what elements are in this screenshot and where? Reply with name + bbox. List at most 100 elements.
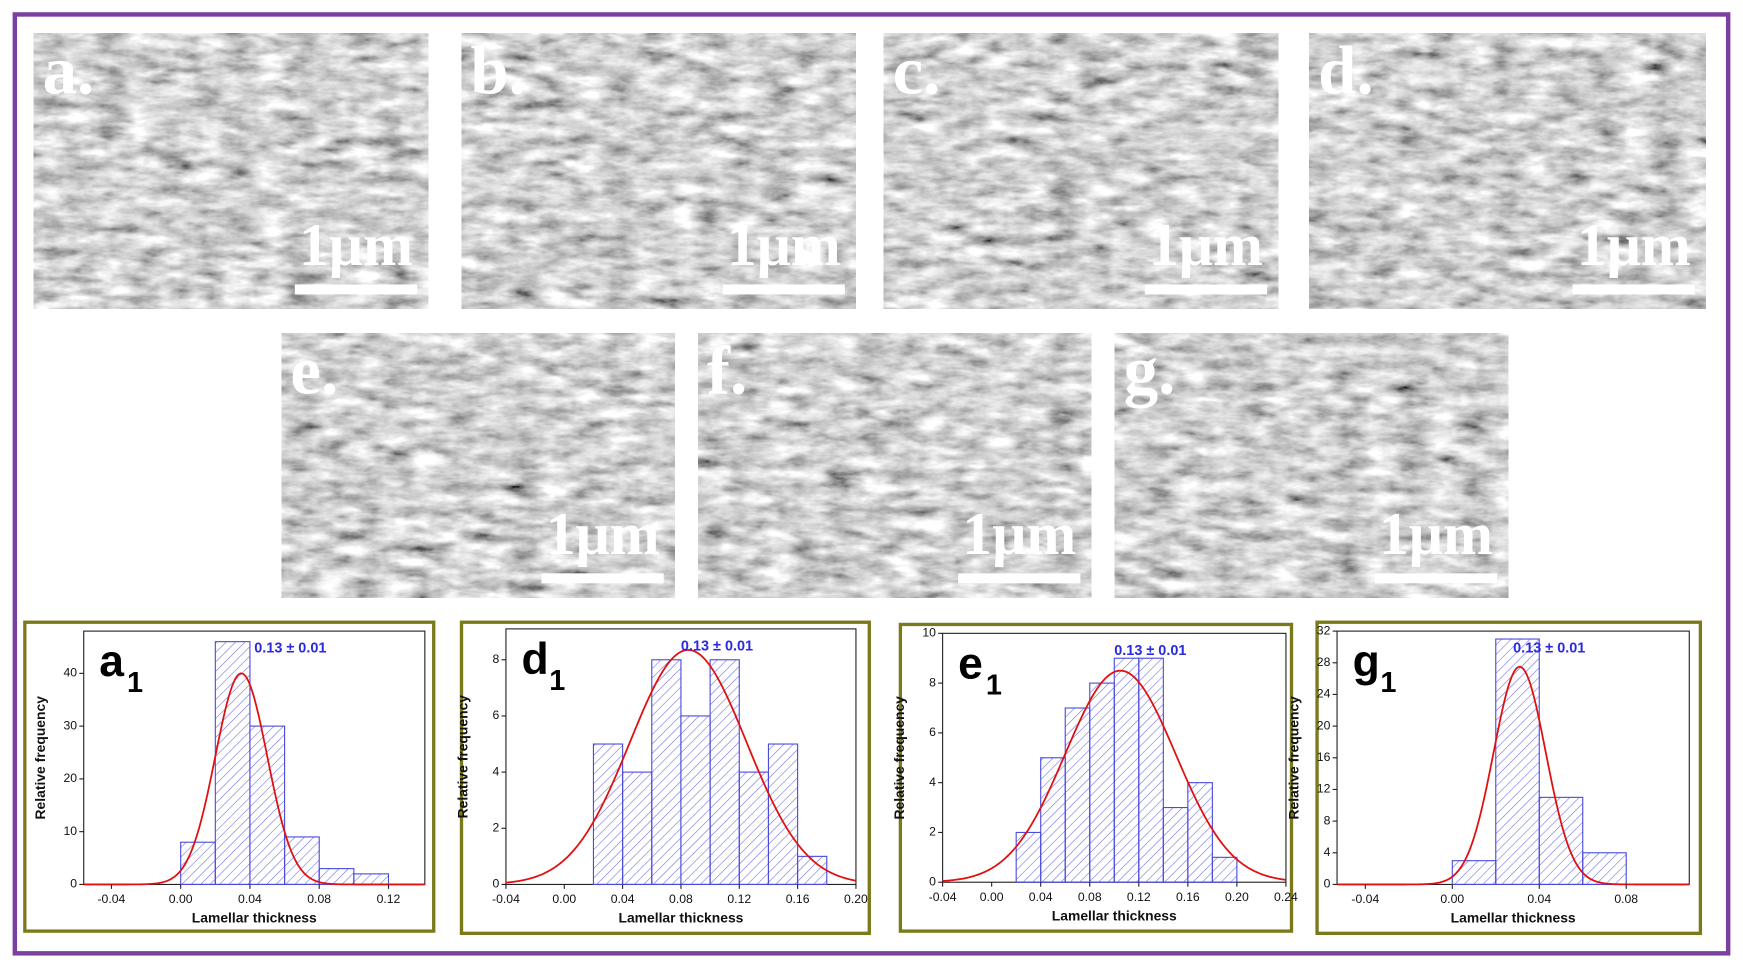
- x-tick-label: 0.24: [1274, 890, 1298, 904]
- y-tick-label: 20: [1317, 718, 1331, 732]
- x-tick-label: 0.08: [1614, 892, 1638, 906]
- histogram-bar: [1187, 782, 1213, 883]
- x-axis-title: Lamellar thickness: [1451, 910, 1576, 926]
- histogram-bar: [1211, 856, 1238, 883]
- y-tick-label: 20: [63, 771, 77, 785]
- fit-curve: [1337, 665, 1690, 886]
- y-tick-label: 8: [929, 675, 936, 689]
- x-tick-label: -0.04: [97, 892, 125, 906]
- sem-texture: [1114, 333, 1509, 598]
- scale-bar: [722, 284, 845, 295]
- x-tick-label: 0.08: [1078, 890, 1102, 904]
- y-axis-title: Relative frequency: [454, 695, 470, 819]
- histogram-bar: [651, 659, 682, 885]
- histogram-bar: [1015, 831, 1042, 883]
- y-tick-label: 32: [1317, 623, 1331, 637]
- scale-bar: [1374, 573, 1498, 584]
- y-tick-label: 16: [1317, 750, 1331, 764]
- x-tick-label: 0.00: [980, 890, 1004, 904]
- y-axis-title: Relative frequency: [1286, 696, 1302, 820]
- fit-annotation: 0.13 ± 0.01: [1513, 641, 1585, 657]
- x-tick-label: 0.00: [1440, 892, 1464, 906]
- histogram-bar: [1162, 806, 1189, 883]
- x-axis-title: Lamellar thickness: [192, 910, 317, 926]
- x-tick-label: 0.00: [169, 892, 193, 906]
- histogram-bar: [284, 836, 320, 885]
- y-tick-label: 0: [929, 874, 936, 888]
- x-tick-label: 0.20: [844, 892, 868, 906]
- panel-label: c.: [893, 33, 941, 109]
- y-tick-label: 0: [492, 877, 499, 891]
- sem-image: a. 1μm: [33, 33, 429, 309]
- scale-bar-label: 1μm: [727, 212, 841, 278]
- panel-label: e: [958, 639, 983, 688]
- histogram-bar: [1089, 682, 1115, 883]
- panel-label: f.: [707, 333, 747, 409]
- histogram-panel: -0.04 0.00 0.04 0.08 0.12 0.16 0.20 0 2 4 6 8 Lamell…: [454, 620, 871, 935]
- histogram-bar: [709, 659, 740, 885]
- scale-bar: [1572, 284, 1695, 295]
- sem-texture: [698, 333, 1092, 598]
- scale-bar: [1144, 284, 1268, 295]
- y-axis-title: Relative frequency: [891, 696, 907, 820]
- panel-label: b.: [470, 33, 526, 109]
- x-tick-label: 0.04: [611, 892, 635, 906]
- sem-image: g. 1μm: [1114, 333, 1509, 598]
- sem-image: c. 1μm: [883, 33, 1279, 309]
- x-tick-label: 0.12: [377, 892, 401, 906]
- scale-bar-label: 1μm: [546, 501, 660, 567]
- sem-texture: [281, 333, 675, 598]
- sem-image: b. 1μm: [461, 33, 856, 309]
- y-tick-label: 30: [63, 718, 77, 732]
- x-tick-label: -0.04: [1351, 892, 1379, 906]
- panel-label: d.: [1318, 33, 1374, 109]
- scale-bar: [958, 573, 1081, 584]
- histogram-bar: [738, 771, 770, 886]
- histogram-bar: [214, 641, 251, 885]
- y-tick-label: 40: [63, 666, 77, 680]
- x-axis-title: Lamellar thickness: [618, 910, 743, 926]
- sem-images: a. 1μm b. 1μm c. 1μm d. 1μm e. 1μm f. 1μm g. 1μm: [33, 33, 1706, 598]
- y-tick-label: 4: [929, 775, 936, 789]
- histogram-bar: [1040, 757, 1066, 883]
- panel-label: a.: [43, 33, 95, 109]
- y-tick-label: 10: [63, 824, 77, 838]
- scale-bar: [294, 284, 418, 295]
- histogram-bar: [1495, 638, 1540, 886]
- x-tick-label: 0.04: [1029, 890, 1053, 904]
- y-tick-label: 12: [1317, 782, 1331, 796]
- scale-bar-label: 1μm: [1379, 501, 1493, 567]
- y-tick-label: 2: [929, 825, 936, 839]
- histogram-panel: -0.04 0.00 0.04 0.08 0 4 8 12 16 20 24 28 32 Lamellar…: [1286, 620, 1703, 935]
- x-tick-label: 0.04: [1527, 892, 1551, 906]
- scale-bar-label: 1μm: [1577, 212, 1691, 278]
- y-tick-label: 8: [1324, 813, 1331, 827]
- fit-curve: [942, 669, 1287, 882]
- panel-label: e.: [290, 333, 338, 409]
- fit-curve: [83, 672, 425, 886]
- x-tick-label: 0.00: [552, 892, 576, 906]
- x-tick-label: 0.20: [1225, 890, 1249, 904]
- panel-subscript: 1: [986, 669, 1002, 701]
- panel-label: d: [522, 635, 549, 684]
- y-tick-label: 6: [492, 708, 499, 722]
- x-tick-label: 0.08: [307, 892, 331, 906]
- y-tick-label: 0: [70, 877, 77, 891]
- histogram-bar: [1064, 707, 1091, 883]
- sem-texture: [33, 33, 429, 309]
- x-tick-label: 0.12: [727, 892, 751, 906]
- x-axis-title: Lamellar thickness: [1052, 907, 1177, 923]
- x-tick-label: 0.12: [1127, 890, 1151, 904]
- x-tick-label: -0.04: [929, 890, 957, 904]
- sem-image: f. 1μm: [698, 333, 1092, 598]
- panel-label: a: [99, 637, 124, 686]
- y-axis-title: Relative frequency: [32, 696, 48, 820]
- panel-label: g.: [1124, 333, 1176, 409]
- x-tick-label: 0.08: [669, 892, 693, 906]
- scale-bar-label: 1μm: [1149, 212, 1263, 278]
- histogram-bar: [1538, 796, 1584, 885]
- sem-texture: [1309, 33, 1706, 309]
- y-tick-label: 10: [922, 626, 936, 640]
